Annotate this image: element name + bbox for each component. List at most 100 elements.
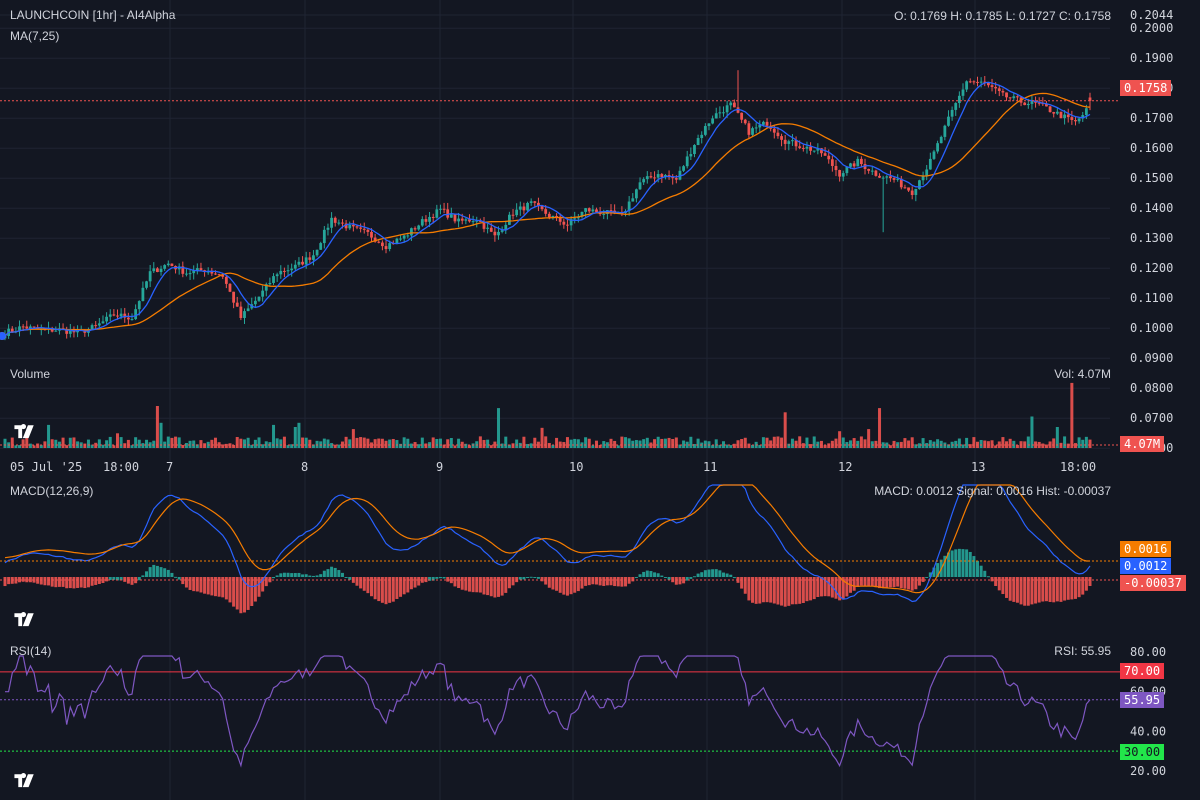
volume-bar	[409, 443, 413, 448]
candle-body	[544, 209, 548, 214]
macd-hist-bar	[870, 577, 874, 587]
macd-line	[4, 484, 1091, 603]
macd-hist-bar	[845, 577, 849, 597]
volume-bar	[594, 440, 598, 448]
macd-hist-bar	[399, 577, 403, 597]
macd-hist-bar	[500, 577, 504, 596]
candle-body	[747, 123, 751, 135]
macd-hist-bar	[308, 575, 312, 577]
volume-bar	[1077, 437, 1081, 448]
candle-body	[406, 235, 410, 237]
macd-hist-bar	[682, 577, 686, 584]
candle-body	[188, 273, 192, 275]
candle-body	[330, 217, 333, 228]
volume-bar	[830, 440, 834, 448]
macd-hist-bar	[428, 577, 432, 581]
candle-body	[1012, 96, 1016, 99]
volume-bar	[671, 439, 675, 448]
price-axis-tick: 0.1900	[1130, 51, 1173, 65]
candle-body	[439, 208, 442, 210]
macd-hist-bar	[417, 577, 421, 586]
candle-body	[874, 170, 878, 176]
macd-hist-bar	[482, 577, 486, 595]
macd-hist-bar	[634, 577, 638, 578]
macd-hist-bar	[1059, 577, 1063, 602]
volume-bar	[957, 438, 961, 448]
volume-last-tag: 4.07M	[1120, 436, 1165, 452]
volume-bar	[21, 439, 25, 448]
volume-bar	[787, 443, 791, 448]
candle-body	[870, 170, 874, 172]
volume-bar	[511, 443, 515, 448]
macd-hist-bar	[90, 577, 94, 586]
macd-hist-bar	[170, 572, 174, 577]
volume-bar	[794, 440, 798, 448]
candle-body	[257, 296, 261, 301]
volume-bar	[239, 438, 243, 448]
candle-body	[493, 231, 497, 236]
candle-body	[522, 206, 526, 211]
macd-hist-bar	[729, 574, 733, 577]
candle-body	[939, 136, 943, 144]
macd-hist-bar	[257, 577, 261, 597]
macd-hist-bar	[1019, 577, 1023, 605]
candle-body	[903, 187, 907, 189]
volume-bar	[123, 443, 127, 448]
volume-bar	[743, 437, 747, 448]
candle-body	[878, 175, 881, 178]
candle-body	[754, 127, 758, 129]
macd-hist-bar	[1084, 577, 1088, 591]
candle-body	[475, 220, 479, 222]
macd-hist-bar	[1044, 577, 1048, 602]
volume-bar	[780, 437, 784, 448]
candle-body	[166, 263, 170, 266]
candle-body	[529, 201, 533, 203]
volume-bar	[504, 436, 508, 448]
volume-bar	[761, 437, 765, 448]
volume-bar	[903, 438, 907, 448]
volume-bar	[380, 438, 384, 448]
candle-body	[478, 220, 482, 222]
macd-hist-bar	[203, 577, 207, 594]
candle-body	[765, 121, 769, 126]
candle-body	[351, 224, 355, 227]
macd-hist-bar	[986, 576, 990, 578]
macd-hist-bar	[961, 549, 965, 577]
macd-hist-bar	[511, 577, 515, 586]
volume-bar	[478, 436, 482, 448]
candle-body	[841, 173, 845, 177]
candle-body	[798, 146, 802, 148]
macd-hist-bar	[1077, 577, 1081, 598]
candle-body	[551, 215, 555, 218]
candle-body	[986, 82, 990, 86]
candle-body	[1088, 97, 1092, 101]
volume-bar	[1070, 382, 1074, 448]
macd-hist-bar	[711, 569, 715, 577]
volume-bar	[674, 437, 678, 448]
ma25-line	[4, 92, 1091, 337]
macd-hist-bar	[7, 577, 11, 585]
volume-bar	[936, 439, 940, 448]
macd-hist-bar	[613, 577, 617, 587]
volume-bar	[584, 437, 588, 448]
price-axis-tick: 0.0800	[1130, 381, 1173, 395]
candle-body	[758, 124, 762, 128]
candle-body	[950, 109, 954, 117]
rsi-value-tag: 55.95	[1120, 692, 1165, 708]
time-axis-label: 10	[569, 460, 583, 474]
candle-body	[341, 222, 344, 224]
volume-bar	[391, 438, 395, 448]
volume-bar	[272, 424, 276, 448]
macd-hist-bar	[1023, 577, 1027, 606]
macd-hist-bar	[816, 577, 820, 598]
volume-bar	[177, 437, 181, 448]
volume-bar	[852, 438, 856, 448]
volume-bar	[990, 440, 994, 448]
volume-bar	[997, 441, 1001, 448]
time-axis-label: 05 Jul '25	[10, 460, 82, 474]
macd-hist-bar	[166, 569, 170, 577]
volume-bar	[10, 437, 14, 448]
macd-hist-bar	[210, 577, 214, 596]
volume-bar	[344, 436, 348, 448]
